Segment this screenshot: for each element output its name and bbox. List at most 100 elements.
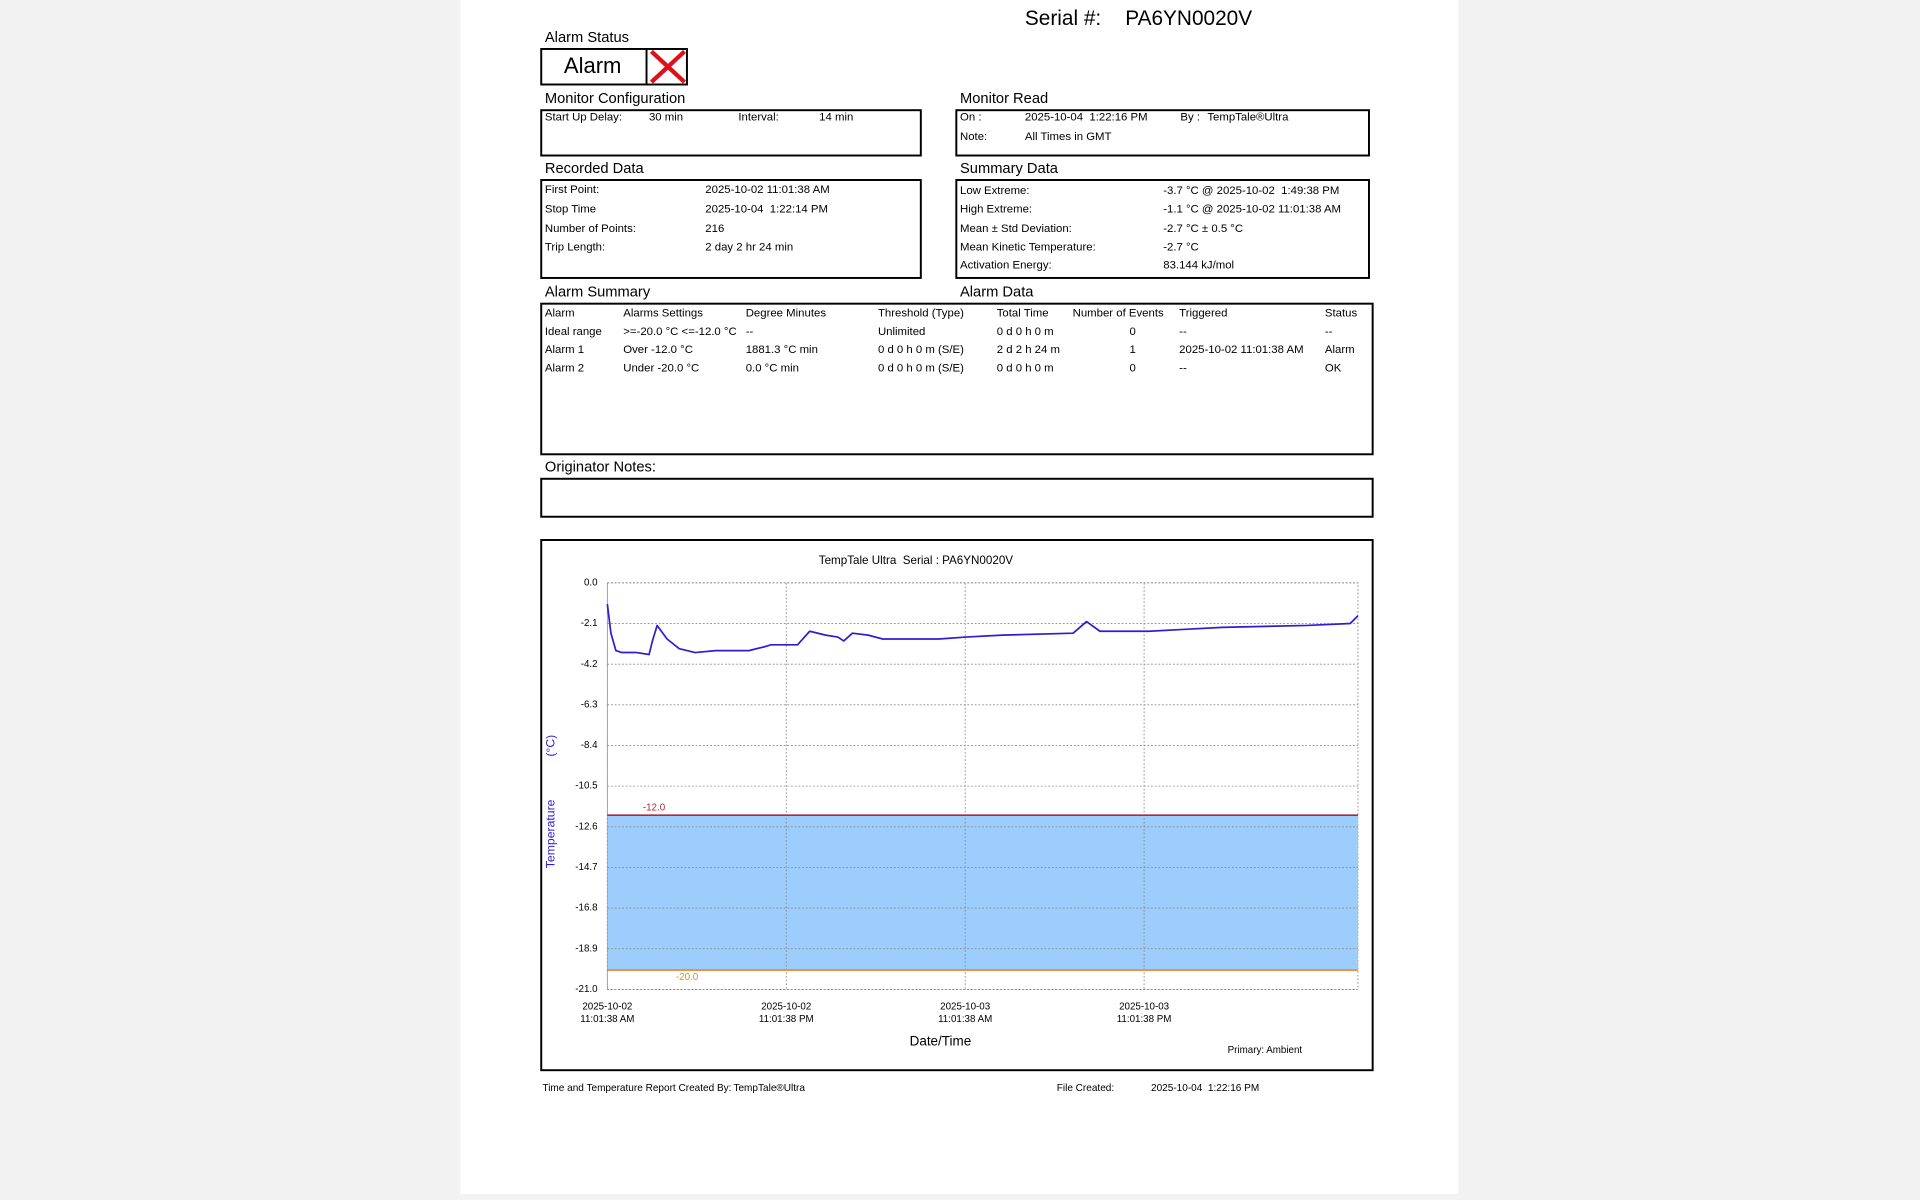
alarm-status-box	[540, 48, 688, 86]
table-cell: Alarm	[1325, 344, 1355, 356]
table-cell: --	[1179, 363, 1187, 375]
chart-box	[540, 539, 1374, 1072]
x-tick-label: 2025-10-03 11:01:38 PM	[1117, 1001, 1172, 1024]
field-value: TempTale®Ultra	[1207, 112, 1289, 124]
table-header: Status	[1325, 307, 1358, 319]
field-value: -2.7 °C ± 0.5 °C	[1163, 223, 1243, 235]
summary-data-box	[955, 179, 1370, 279]
serial-number: PA6YN0020V	[1125, 7, 1252, 30]
alarm-limit-label: -12.0	[643, 802, 666, 813]
field-label: Interval:	[738, 112, 778, 124]
field-label: Start Up Delay:	[545, 112, 622, 124]
field-label: Activation Energy:	[960, 260, 1052, 272]
field-label: First Point:	[545, 184, 599, 196]
table-header: Number of Events	[1073, 307, 1164, 319]
field-value: 2025-10-02 11:01:38 AM	[705, 184, 829, 196]
section-title: Summary Data	[960, 161, 1059, 177]
chart-title: TempTale Ultra Serial : PA6YN0020V	[819, 554, 1014, 567]
y-axis-label: Temperature	[543, 799, 557, 868]
data-line	[606, 604, 1359, 656]
alarm-icon	[649, 49, 686, 84]
table-cell: 1	[1129, 344, 1135, 356]
table-cell: 1881.3 °C min	[746, 344, 818, 356]
monitor-read-box	[955, 109, 1370, 157]
y-tick-label: 0.0	[584, 577, 598, 588]
y-tick-label: -21.0	[575, 984, 598, 995]
serial-label: Serial #:	[1025, 7, 1101, 30]
footer-value: 2025-10-04 1:22:16 PM	[1151, 1083, 1259, 1094]
table-header: Alarm	[545, 307, 575, 319]
document: Serial #: PA6YN0020V Alarm Status Alarm …	[540, 7, 1374, 1094]
alarm-limit-label: -20.0	[676, 972, 699, 983]
ideal-band	[607, 815, 1358, 971]
section-title: Monitor Read	[960, 91, 1048, 107]
field-label: On :	[960, 112, 982, 124]
table-cell: --	[1325, 326, 1333, 338]
table-cell: Under -20.0 °C	[623, 363, 699, 375]
y-axis-unit: (°C)	[543, 735, 557, 757]
table-header: Threshold (Type)	[878, 307, 964, 319]
field-value: 30 min	[649, 112, 683, 124]
section-title: Recorded Data	[545, 161, 645, 177]
notes-box	[540, 477, 1374, 518]
table-cell: Unlimited	[878, 326, 925, 338]
field-value: 14 min	[819, 112, 853, 124]
table-cell: Alarm 1	[545, 344, 584, 356]
table-header: Triggered	[1179, 307, 1227, 319]
table-cell: 0.0 °C min	[746, 363, 799, 375]
field-value: 2025-10-04 1:22:14 PM	[705, 203, 828, 215]
field-label: High Extreme:	[960, 203, 1032, 215]
alarm-table-box	[540, 302, 1374, 456]
field-value: All Times in GMT	[1025, 131, 1112, 143]
table-cell: 0	[1129, 326, 1135, 338]
recorded-data-box	[540, 179, 922, 279]
x-tick-label: 2025-10-02 11:01:38 AM	[580, 1001, 634, 1024]
table-cell: Ideal range	[545, 326, 602, 338]
y-tick-label: -2.1	[581, 618, 598, 629]
table-cell: 2025-10-02 11:01:38 AM	[1179, 344, 1303, 356]
table-cell: 0 d 0 h 0 m	[997, 363, 1054, 375]
table-cell: 0 d 0 h 0 m	[997, 326, 1054, 338]
field-value: -3.7 °C @ 2025-10-02 1:49:38 PM	[1163, 185, 1339, 197]
table-cell: 0	[1129, 363, 1135, 375]
field-label: Note:	[960, 131, 987, 143]
section-title: Alarm Status	[545, 30, 629, 46]
field-label: Mean Kinetic Temperature:	[960, 241, 1096, 253]
table-header: Total Time	[997, 307, 1049, 319]
y-tick-label: -14.7	[575, 862, 597, 873]
report-page	[460, 0, 1459, 1194]
table-cell: --	[746, 326, 754, 338]
section-title: Alarm Data	[960, 285, 1034, 301]
table-cell: 2 d 2 h 24 m	[997, 344, 1060, 356]
field-label: Mean ± Std Deviation:	[960, 223, 1072, 235]
y-tick-label: -12.6	[575, 821, 598, 832]
section-title: Monitor Configuration	[545, 91, 685, 107]
field-value: 2025-10-04 1:22:16 PM	[1025, 112, 1148, 124]
field-label: Number of Points:	[545, 223, 636, 235]
table-cell: 0 d 0 h 0 m (S/E)	[878, 363, 964, 375]
series-name: Primary: Ambient	[1228, 1045, 1303, 1056]
field-value: 216	[705, 223, 724, 235]
field-label: Low Extreme:	[960, 185, 1030, 197]
y-tick-label: -10.5	[575, 781, 598, 792]
table-cell: OK	[1325, 363, 1342, 375]
field-value: -1.1 °C @ 2025-10-02 11:01:38 AM	[1163, 203, 1341, 215]
table-cell: Alarm 2	[545, 363, 584, 375]
x-tick-label: 2025-10-02 11:01:38 PM	[759, 1001, 814, 1024]
table-cell: Over -12.0 °C	[623, 344, 693, 356]
alarm-status-value: Alarm	[564, 53, 622, 78]
table-header: Alarms Settings	[623, 307, 703, 319]
x-axis-label: Date/Time	[910, 1034, 972, 1049]
section-title: Originator Notes:	[545, 460, 656, 476]
monitor-configuration-box	[540, 109, 922, 157]
x-tick-label: 2025-10-03 11:01:38 AM	[938, 1001, 992, 1024]
footer-label: Time and Temperature Report Created By:	[542, 1083, 731, 1094]
footer-label: File Created:	[1057, 1083, 1114, 1094]
y-tick-label: -4.2	[581, 659, 598, 670]
footer-value: TempTale®Ultra	[733, 1083, 805, 1094]
table-header: Degree Minutes	[746, 307, 827, 319]
table-cell: 0 d 0 h 0 m (S/E)	[878, 344, 964, 356]
y-tick-label: -18.9	[575, 943, 597, 954]
